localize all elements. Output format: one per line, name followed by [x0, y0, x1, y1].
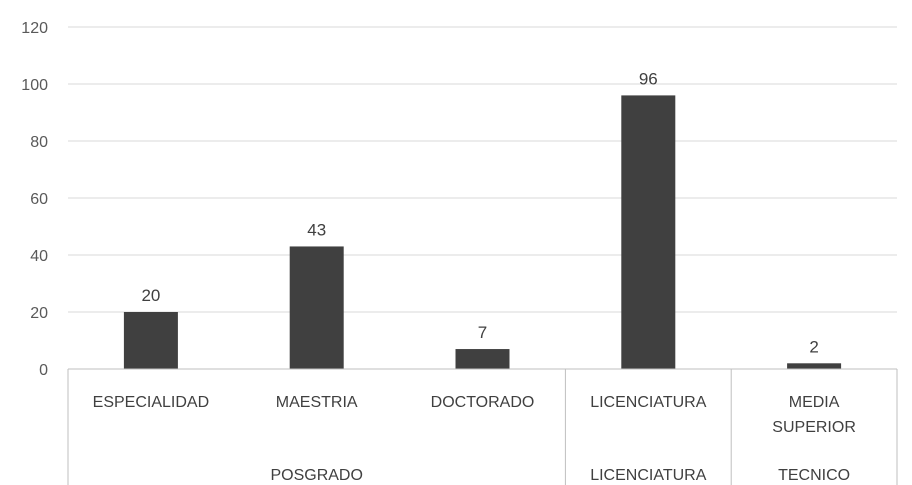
x-category-label: ESPECIALIDAD	[93, 394, 209, 411]
bar-maestria	[289, 246, 344, 369]
data-label: 96	[639, 69, 658, 88]
x-group-label: TECNICO	[778, 467, 850, 484]
y-tick-label: 80	[30, 134, 48, 151]
data-labels: 20 43 7 96 2	[141, 69, 818, 356]
x-category-label: LICENCIATURA	[590, 394, 706, 411]
x-category-label: DOCTORADO	[431, 394, 535, 411]
data-label: 43	[307, 220, 326, 239]
bar-licenciatura	[621, 95, 676, 370]
bar-media-superior	[787, 363, 842, 369]
data-label: 20	[141, 286, 160, 305]
x-category-label: MAESTRIA	[276, 394, 358, 411]
y-tick-label: 40	[30, 248, 48, 265]
x-group-label: LICENCIATURA	[590, 467, 706, 484]
y-tick-label: 60	[30, 191, 48, 208]
data-label: 2	[809, 337, 818, 356]
data-label: 7	[478, 323, 487, 342]
gridlines	[68, 26, 897, 313]
bar-especialidad	[123, 312, 178, 369]
y-tick-label: 0	[39, 362, 48, 379]
x-group-label: POSGRADO	[270, 467, 362, 484]
y-tick-label: 100	[21, 77, 48, 94]
y-tick-label: 20	[30, 305, 48, 322]
y-axis-tick-labels: 0 20 40 60 80 100 120	[21, 20, 48, 379]
bars	[123, 95, 842, 370]
x-axis: ESPECIALIDAD MAESTRIA DOCTORADO LICENCIATUR…	[67, 368, 898, 485]
y-tick-label: 120	[21, 20, 48, 37]
bar-doctorado	[455, 349, 510, 369]
x-category-label: MEDIA SUPERIOR	[772, 394, 856, 436]
